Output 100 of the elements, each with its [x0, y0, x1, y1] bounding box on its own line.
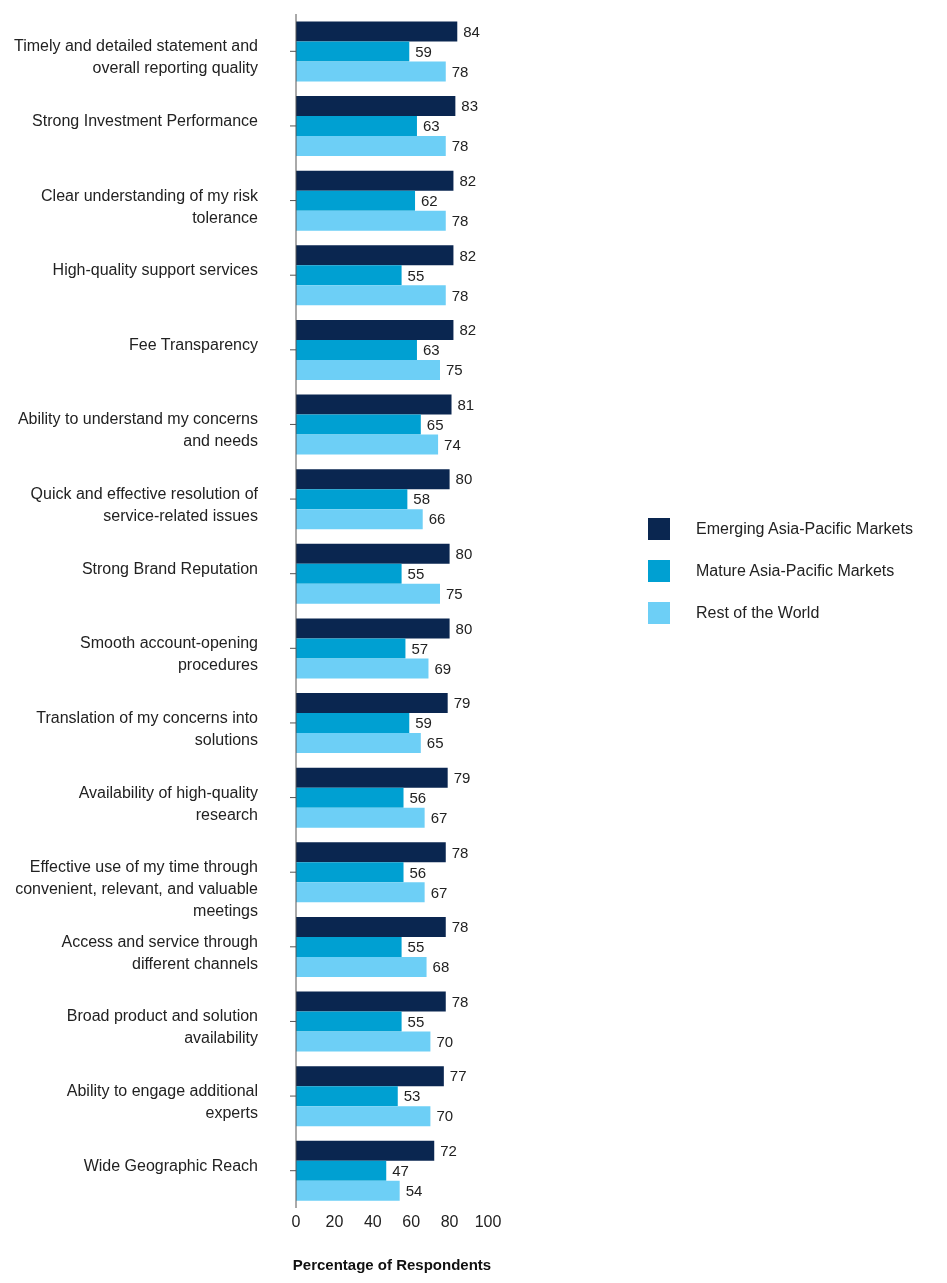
bar [296, 414, 421, 435]
bar [296, 265, 402, 286]
data-label: 82 [459, 246, 477, 264]
bar [296, 96, 456, 117]
bar [296, 1011, 402, 1032]
data-label: 68 [432, 958, 450, 976]
bar [296, 882, 425, 903]
bar [296, 787, 404, 808]
data-label: 82 [459, 171, 477, 189]
y-tick-label: Clear understanding of my risk tolerance [41, 186, 259, 226]
legend-label: Emerging Asia-Pacific Markets [696, 520, 913, 538]
data-label: 78 [451, 918, 469, 936]
data-label: 55 [407, 565, 425, 583]
data-label: 80 [455, 470, 473, 488]
bar [296, 936, 402, 957]
bar [296, 563, 402, 584]
data-label: 82 [459, 321, 477, 339]
data-label: 69 [434, 659, 452, 677]
data-label: 79 [453, 768, 471, 786]
bar [296, 916, 446, 937]
bar [296, 713, 410, 734]
y-tick-label: Access and service through different channels [61, 932, 258, 972]
data-label: 67 [430, 883, 448, 901]
data-label: 67 [430, 808, 448, 826]
data-label: 65 [426, 734, 444, 752]
bar [296, 245, 454, 266]
x-tick-label: 80 [440, 1213, 459, 1231]
bar [296, 618, 450, 639]
y-tick-label: Timely and detailed statement and overall reporting quality [14, 37, 258, 77]
x-tick-label: 100 [474, 1213, 502, 1231]
bar [296, 170, 454, 191]
bar [296, 767, 448, 788]
data-label: 75 [446, 361, 463, 379]
bar [296, 1160, 387, 1181]
bar [296, 693, 448, 714]
legend-label: Rest of the World [696, 604, 820, 622]
bar [296, 509, 423, 530]
data-label: 55 [407, 266, 425, 284]
data-label: 78 [451, 992, 469, 1010]
bar [296, 21, 458, 42]
y-tick-label: Ability to engage additional experts [66, 1082, 258, 1122]
bar [296, 1066, 444, 1087]
y-tick-label: Ability to understand my concerns and needs [17, 410, 258, 450]
y-tick-label: Smooth account-opening procedures [80, 634, 258, 674]
data-label: 78 [451, 843, 469, 861]
data-label: 72 [440, 1142, 457, 1160]
data-label: 84 [463, 22, 480, 40]
x-tick-label: 0 [291, 1213, 301, 1231]
bar [296, 658, 429, 679]
data-label: 59 [415, 42, 432, 60]
data-label: 78 [451, 137, 469, 155]
data-label: 78 [451, 62, 469, 80]
y-tick-label: Strong Investment Performance [32, 111, 259, 129]
bar [296, 991, 446, 1012]
legend-label: Mature Asia-Pacific Markets [696, 562, 895, 580]
bar [296, 1180, 400, 1201]
bar [296, 190, 416, 211]
data-label: 65 [426, 415, 444, 433]
y-tick-label: Availability of high-quality research [78, 783, 258, 823]
bar [296, 136, 446, 157]
data-label: 54 [405, 1182, 423, 1200]
bar [296, 394, 452, 415]
bar [296, 638, 406, 659]
data-label: 80 [455, 619, 473, 637]
y-tick-label: Effective use of my time through convenient, relevant, and valuable meetings [15, 858, 259, 920]
x-tick-label: 20 [325, 1213, 344, 1231]
data-label: 70 [436, 1032, 454, 1050]
data-label: 74 [444, 435, 461, 453]
bar [296, 1140, 435, 1161]
data-label: 63 [422, 341, 440, 359]
y-tick-label: Quick and effective resolution of service-related issues [30, 485, 259, 525]
data-label: 70 [436, 1107, 454, 1125]
y-tick-label: Broad product and solution availability [66, 1007, 258, 1047]
data-label: 78 [451, 286, 469, 304]
bar [296, 1106, 431, 1127]
bar [296, 116, 417, 137]
x-tick-label: 40 [363, 1213, 382, 1231]
data-label: 57 [411, 639, 429, 657]
data-label: 83 [461, 97, 479, 115]
data-label: 56 [409, 863, 427, 881]
data-label: 81 [457, 395, 475, 413]
bar [296, 543, 450, 564]
data-label: 55 [407, 1012, 425, 1030]
data-label: 80 [455, 545, 473, 563]
bar [296, 733, 421, 754]
bar [296, 434, 439, 455]
y-tick-label: Strong Brand Reputation [81, 559, 258, 577]
data-label: 58 [413, 490, 431, 508]
data-label: 77 [449, 1067, 467, 1085]
bar [296, 1031, 431, 1052]
x-axis-title: Percentage of Respondents [292, 1256, 492, 1273]
bar [296, 489, 408, 510]
bar [296, 61, 446, 82]
bar [296, 842, 446, 863]
bar [296, 956, 427, 977]
bar [296, 1086, 398, 1107]
data-label: 62 [421, 191, 438, 209]
y-tick-label: High-quality support services [52, 261, 258, 279]
data-label: 59 [415, 714, 432, 732]
data-label: 79 [453, 694, 471, 712]
